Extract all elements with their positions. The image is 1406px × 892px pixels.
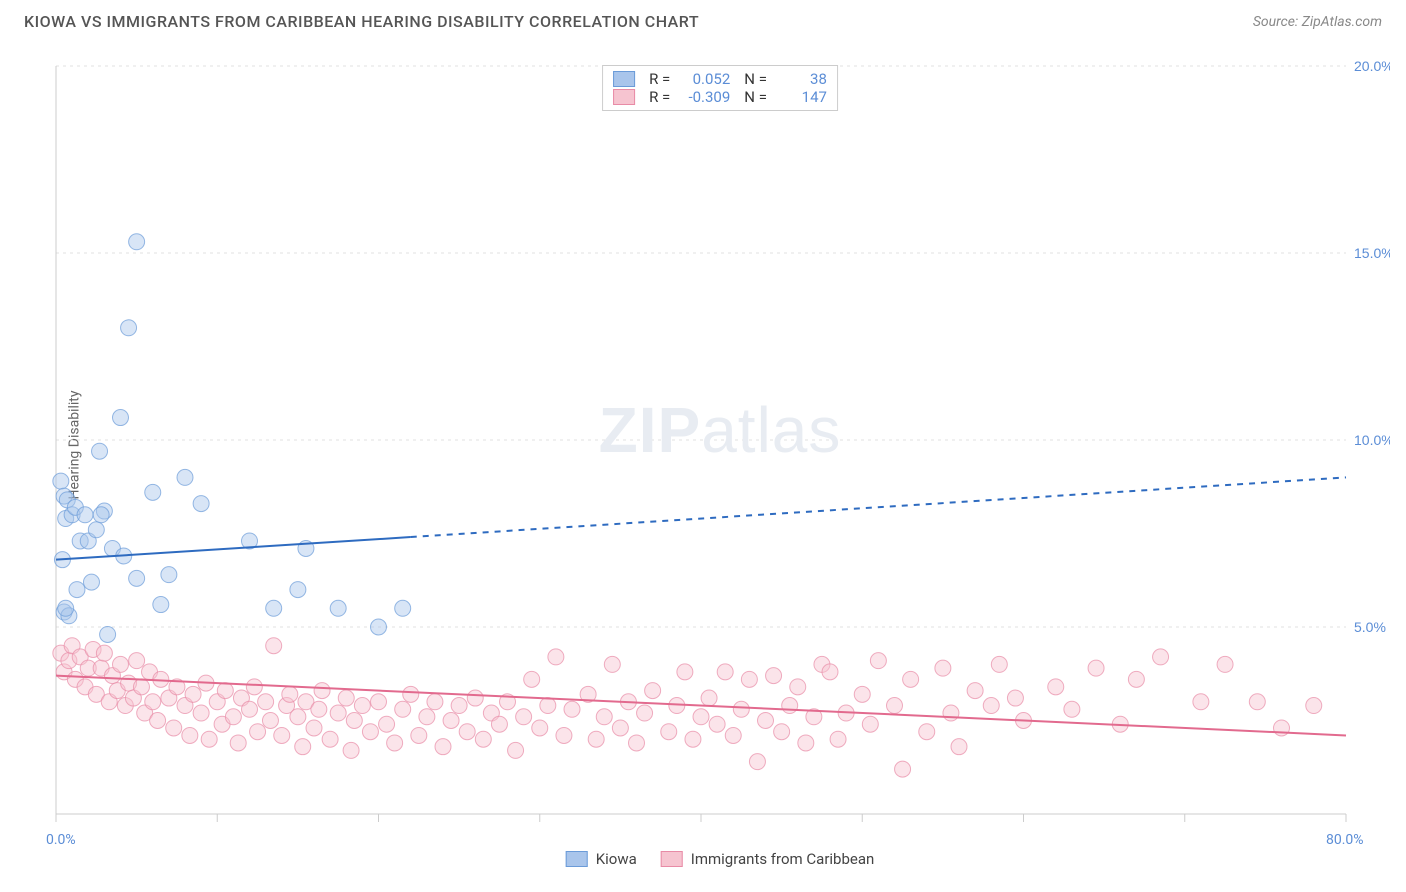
correlation-legend: R = 0.052 N = 38 R = -0.309 N = 147 — [602, 65, 838, 111]
swatch-kiowa-bottom — [566, 851, 588, 867]
legend-item-kiowa: Kiowa — [566, 850, 637, 868]
chart-container: Hearing Disability 5.0%10.0%15.0%20.0% Z… — [50, 60, 1390, 830]
swatch-caribbean-bottom — [661, 851, 683, 867]
swatch-caribbean — [613, 89, 635, 105]
legend-row-caribbean: R = -0.309 N = 147 — [613, 88, 827, 106]
svg-text:10.0%: 10.0% — [1354, 432, 1390, 448]
chart-source: Source: ZipAtlas.com — [1253, 14, 1382, 30]
n-value-kiowa: 38 — [775, 70, 827, 88]
series-legend: Kiowa Immigrants from Caribbean — [566, 850, 875, 868]
x-axis-start: 0.0% — [46, 832, 76, 848]
chart-title: KIOWA VS IMMIGRANTS FROM CARIBBEAN HEARI… — [24, 12, 699, 31]
r-value-caribbean: -0.309 — [678, 88, 730, 106]
legend-row-kiowa: R = 0.052 N = 38 — [613, 70, 827, 88]
n-value-caribbean: 147 — [775, 88, 827, 106]
svg-text:5.0%: 5.0% — [1354, 619, 1386, 635]
scatter-plot: 5.0% 10.0% 15.0% 20.0% — [50, 60, 1390, 830]
r-value-kiowa: 0.052 — [678, 70, 730, 88]
chart-header: KIOWA VS IMMIGRANTS FROM CARIBBEAN HEARI… — [0, 0, 1406, 39]
svg-text:15.0%: 15.0% — [1354, 245, 1390, 261]
swatch-kiowa — [613, 71, 635, 87]
x-axis-end: 80.0% — [1326, 832, 1364, 848]
legend-item-caribbean: Immigrants from Caribbean — [661, 850, 875, 868]
svg-text:20.0%: 20.0% — [1354, 60, 1390, 74]
